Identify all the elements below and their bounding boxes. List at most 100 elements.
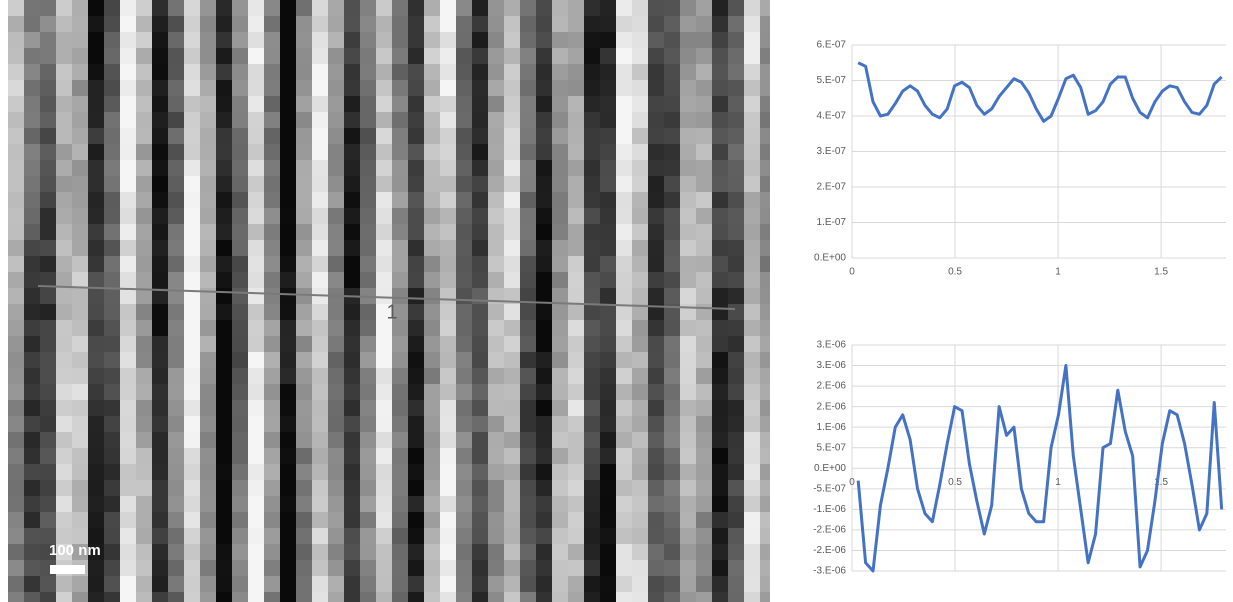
afm-pixel — [184, 272, 200, 288]
y-tick-label: 3.E-07 — [817, 146, 847, 157]
afm-pixel — [616, 384, 632, 400]
afm-pixel — [712, 368, 728, 384]
afm-pixel — [600, 576, 616, 592]
afm-pixel — [584, 80, 600, 96]
afm-pixel — [472, 192, 488, 208]
afm-pixel — [376, 352, 392, 368]
afm-pixel — [600, 176, 616, 192]
afm-pixel — [24, 352, 40, 368]
afm-pixel — [744, 592, 760, 602]
afm-pixel — [760, 384, 770, 400]
afm-pixel — [40, 240, 56, 256]
afm-pixel — [584, 160, 600, 176]
afm-pixel — [472, 576, 488, 592]
afm-pixel — [568, 288, 584, 304]
afm-pixel — [440, 320, 456, 336]
afm-pixel — [440, 128, 456, 144]
afm-pixel — [248, 432, 264, 448]
afm-pixel — [232, 320, 248, 336]
afm-pixel — [616, 400, 632, 416]
afm-pixel — [264, 336, 280, 352]
afm-pixel — [248, 192, 264, 208]
afm-pixel — [232, 544, 248, 560]
afm-pixel — [760, 32, 770, 48]
afm-pixel — [584, 64, 600, 80]
afm-pixel — [712, 80, 728, 96]
afm-pixel — [456, 352, 472, 368]
afm-pixel — [696, 304, 712, 320]
afm-pixel — [392, 16, 408, 32]
afm-pixel — [680, 448, 696, 464]
afm-pixel — [8, 352, 24, 368]
afm-pixel — [72, 176, 88, 192]
afm-pixel — [168, 528, 184, 544]
afm-pixel — [328, 144, 344, 160]
afm-pixel — [744, 80, 760, 96]
afm-pixel — [536, 256, 552, 272]
afm-pixel — [72, 496, 88, 512]
afm-pixel — [232, 32, 248, 48]
afm-pixel — [152, 192, 168, 208]
afm-pixel — [648, 272, 664, 288]
afm-pixel — [88, 80, 104, 96]
afm-pixel — [488, 304, 504, 320]
afm-pixel — [680, 48, 696, 64]
afm-pixel — [392, 176, 408, 192]
afm-pixel — [8, 288, 24, 304]
afm-pixel — [680, 368, 696, 384]
afm-pixel — [728, 512, 744, 528]
afm-pixel — [424, 128, 440, 144]
afm-pixel — [536, 48, 552, 64]
afm-pixel — [216, 448, 232, 464]
afm-pixel — [472, 16, 488, 32]
afm-pixel — [504, 160, 520, 176]
afm-pixel — [488, 432, 504, 448]
afm-pixel — [520, 16, 536, 32]
afm-pixel — [200, 528, 216, 544]
afm-pixel — [184, 96, 200, 112]
afm-pixel — [696, 112, 712, 128]
afm-pixel — [568, 432, 584, 448]
afm-pixel — [280, 352, 296, 368]
afm-pixel — [296, 272, 312, 288]
afm-pixel — [136, 560, 152, 576]
afm-pixel — [504, 528, 520, 544]
afm-pixel — [504, 272, 520, 288]
afm-pixel — [568, 576, 584, 592]
afm-pixel — [136, 320, 152, 336]
afm-pixel — [520, 544, 536, 560]
afm-pixel — [728, 0, 744, 16]
afm-pixel — [600, 496, 616, 512]
afm-pixel — [216, 304, 232, 320]
afm-pixel — [296, 592, 312, 602]
afm-pixel — [632, 224, 648, 240]
afm-pixel — [56, 384, 72, 400]
afm-pixel — [312, 320, 328, 336]
afm-pixel — [104, 512, 120, 528]
afm-pixel — [104, 576, 120, 592]
x-tick-label: 0.5 — [948, 477, 962, 488]
afm-pixel — [616, 208, 632, 224]
afm-pixel — [152, 64, 168, 80]
afm-pixel — [696, 192, 712, 208]
afm-pixel — [552, 320, 568, 336]
afm-pixel — [152, 176, 168, 192]
afm-pixel — [312, 32, 328, 48]
afm-pixel — [488, 512, 504, 528]
afm-pixel — [696, 240, 712, 256]
afm-pixel — [760, 64, 770, 80]
afm-pixel — [424, 112, 440, 128]
afm-pixel — [664, 464, 680, 480]
afm-pixel — [392, 528, 408, 544]
afm-pixel — [696, 176, 712, 192]
afm-pixel — [520, 192, 536, 208]
afm-pixel — [552, 16, 568, 32]
afm-pixel — [472, 208, 488, 224]
afm-pixel — [8, 400, 24, 416]
afm-pixel — [184, 496, 200, 512]
afm-pixel — [760, 112, 770, 128]
afm-pixel — [408, 400, 424, 416]
afm-pixel — [56, 128, 72, 144]
afm-pixel — [472, 128, 488, 144]
afm-pixel — [376, 512, 392, 528]
